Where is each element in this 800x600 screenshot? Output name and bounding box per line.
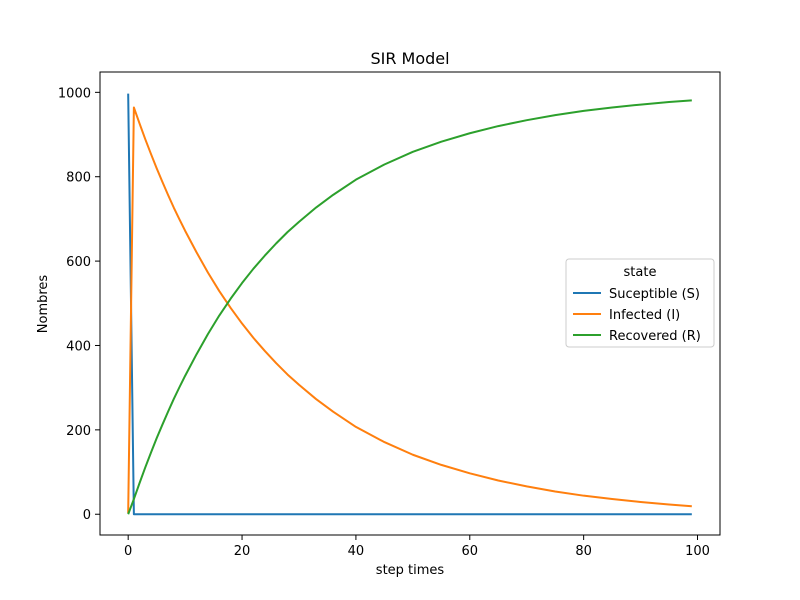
x-tick-label: 20 xyxy=(234,544,251,559)
x-axis-label: step times xyxy=(376,563,445,578)
x-tick-label: 60 xyxy=(462,544,479,559)
legend: state Suceptible (S) Infected (I) Recovere… xyxy=(565,258,715,348)
y-tick-label: 200 xyxy=(66,424,91,439)
legend-label: Suceptible (S) xyxy=(609,287,700,302)
y-axis-ticks: 0 200 400 600 800 1000 xyxy=(58,86,100,523)
y-tick-label: 0 xyxy=(83,508,91,523)
legend-box xyxy=(565,258,715,348)
series-line-infected-i xyxy=(127,106,692,513)
series-line-recovered-r xyxy=(127,99,692,515)
y-axis-label: Nombres xyxy=(36,275,51,334)
x-axis-ticks: 0 20 40 60 80 100 xyxy=(124,535,710,559)
y-tick-label: 800 xyxy=(66,171,91,186)
series-lines xyxy=(127,93,692,516)
legend-label: Recovered (R) xyxy=(609,329,701,344)
series-line-suceptible-s xyxy=(127,93,692,516)
y-tick-label: 400 xyxy=(66,339,91,354)
x-tick-label: 80 xyxy=(575,544,592,559)
x-tick-label: 100 xyxy=(685,544,710,559)
y-tick-label: 600 xyxy=(66,255,91,270)
x-tick-label: 0 xyxy=(124,544,132,559)
x-tick-label: 40 xyxy=(348,544,365,559)
chart-title: SIR Model xyxy=(370,49,449,68)
axes-frame xyxy=(99,71,721,536)
legend-label: Infected (I) xyxy=(609,308,680,323)
y-tick-label: 1000 xyxy=(58,86,91,101)
legend-items: Suceptible (S) Infected (I) Recovered (R) xyxy=(573,287,701,344)
legend-title: state xyxy=(624,265,657,280)
